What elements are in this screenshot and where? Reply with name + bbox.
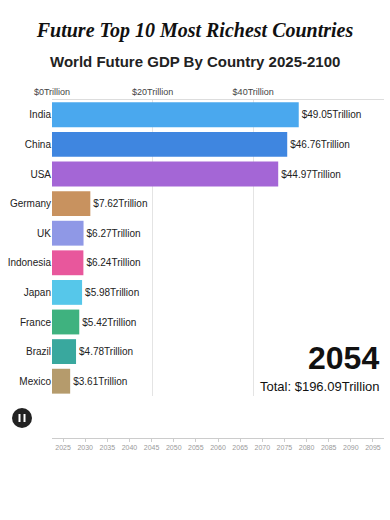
svg-text:2055: 2055	[188, 444, 204, 451]
svg-text:2085: 2085	[321, 444, 337, 451]
svg-text:2040: 2040	[122, 444, 138, 451]
svg-text:2050: 2050	[166, 444, 182, 451]
svg-text:2025: 2025	[55, 444, 71, 451]
svg-text:2075: 2075	[277, 444, 293, 451]
svg-text:Indonesia: Indonesia	[8, 257, 52, 268]
svg-text:2095: 2095	[365, 444, 381, 451]
svg-text:World Future GDP By Country 20: World Future GDP By Country 2025-2100	[50, 53, 340, 70]
svg-text:2054: 2054	[308, 340, 379, 376]
svg-text:USA: USA	[30, 169, 51, 180]
svg-text:2060: 2060	[210, 444, 226, 451]
svg-text:$5.98Trillion: $5.98Trillion	[85, 287, 139, 298]
svg-text:Brazil: Brazil	[26, 346, 51, 357]
svg-text:Germany: Germany	[10, 198, 51, 209]
svg-text:Mexico: Mexico	[19, 376, 51, 387]
svg-text:2045: 2045	[144, 444, 160, 451]
svg-text:2080: 2080	[299, 444, 315, 451]
svg-text:Future Top 10 Most Richest Cou: Future Top 10 Most Richest Countries	[36, 19, 354, 42]
svg-text:Total: $196.09Trillion: Total: $196.09Trillion	[260, 379, 379, 394]
svg-text:$40Trillion: $40Trillion	[233, 87, 274, 97]
svg-text:$5.42Trillion: $5.42Trillion	[82, 317, 136, 328]
svg-text:2070: 2070	[254, 444, 270, 451]
svg-text:2065: 2065	[232, 444, 248, 451]
svg-text:$44.97Trillion: $44.97Trillion	[281, 169, 341, 180]
svg-text:UK: UK	[37, 228, 51, 239]
svg-text:$20Trillion: $20Trillion	[132, 87, 173, 97]
svg-text:$0Trillion: $0Trillion	[34, 87, 70, 97]
svg-text:$6.27Trillion: $6.27Trillion	[87, 228, 141, 239]
svg-text:$7.62Trillion: $7.62Trillion	[93, 198, 147, 209]
svg-text:$4.78Trillion: $4.78Trillion	[79, 346, 133, 357]
svg-text:2090: 2090	[343, 444, 359, 451]
svg-text:Japan: Japan	[24, 287, 51, 298]
svg-text:2035: 2035	[100, 444, 116, 451]
svg-text:2030: 2030	[77, 444, 93, 451]
svg-text:$46.76Trillion: $46.76Trillion	[290, 139, 350, 150]
svg-text:$3.61Trillion: $3.61Trillion	[73, 376, 127, 387]
svg-text:France: France	[20, 317, 52, 328]
svg-text:China: China	[25, 139, 52, 150]
svg-text:India: India	[29, 109, 51, 120]
svg-text:$6.24Trillion: $6.24Trillion	[86, 257, 140, 268]
svg-text:$49.05Trillion: $49.05Trillion	[302, 109, 362, 120]
